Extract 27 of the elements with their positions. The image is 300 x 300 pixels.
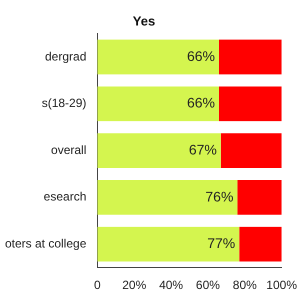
x-tick-label: 20% <box>122 278 147 292</box>
bar <box>239 226 282 262</box>
data-label: 76% <box>205 188 234 204</box>
bar <box>219 40 282 74</box>
bar <box>237 180 282 215</box>
bar <box>97 133 221 168</box>
y-tick-label: dergrad <box>45 49 86 64</box>
bar <box>97 226 240 262</box>
bar <box>97 86 219 122</box>
y-tick-label: overall <box>51 142 86 157</box>
data-label: 67% <box>188 141 217 158</box>
x-tick-label: 40% <box>159 278 184 292</box>
x-tick-label: 80% <box>232 278 258 292</box>
bar <box>220 133 282 168</box>
y-tick-label: esearch <box>44 190 86 204</box>
x-tick-label: 0 <box>94 278 102 292</box>
bar <box>219 86 282 122</box>
y-tick-label: s(18-29) <box>42 96 86 110</box>
bar <box>97 180 238 215</box>
data-label: 77% <box>207 235 236 252</box>
x-tick-label: 60% <box>196 278 220 292</box>
y-tick-label: oters at college <box>4 236 87 251</box>
x-tick-label: 100% <box>266 278 298 292</box>
bar <box>97 40 219 74</box>
chart-title: Yes <box>132 13 156 28</box>
data-label: 66% <box>186 94 215 111</box>
data-label: 66% <box>186 48 215 64</box>
